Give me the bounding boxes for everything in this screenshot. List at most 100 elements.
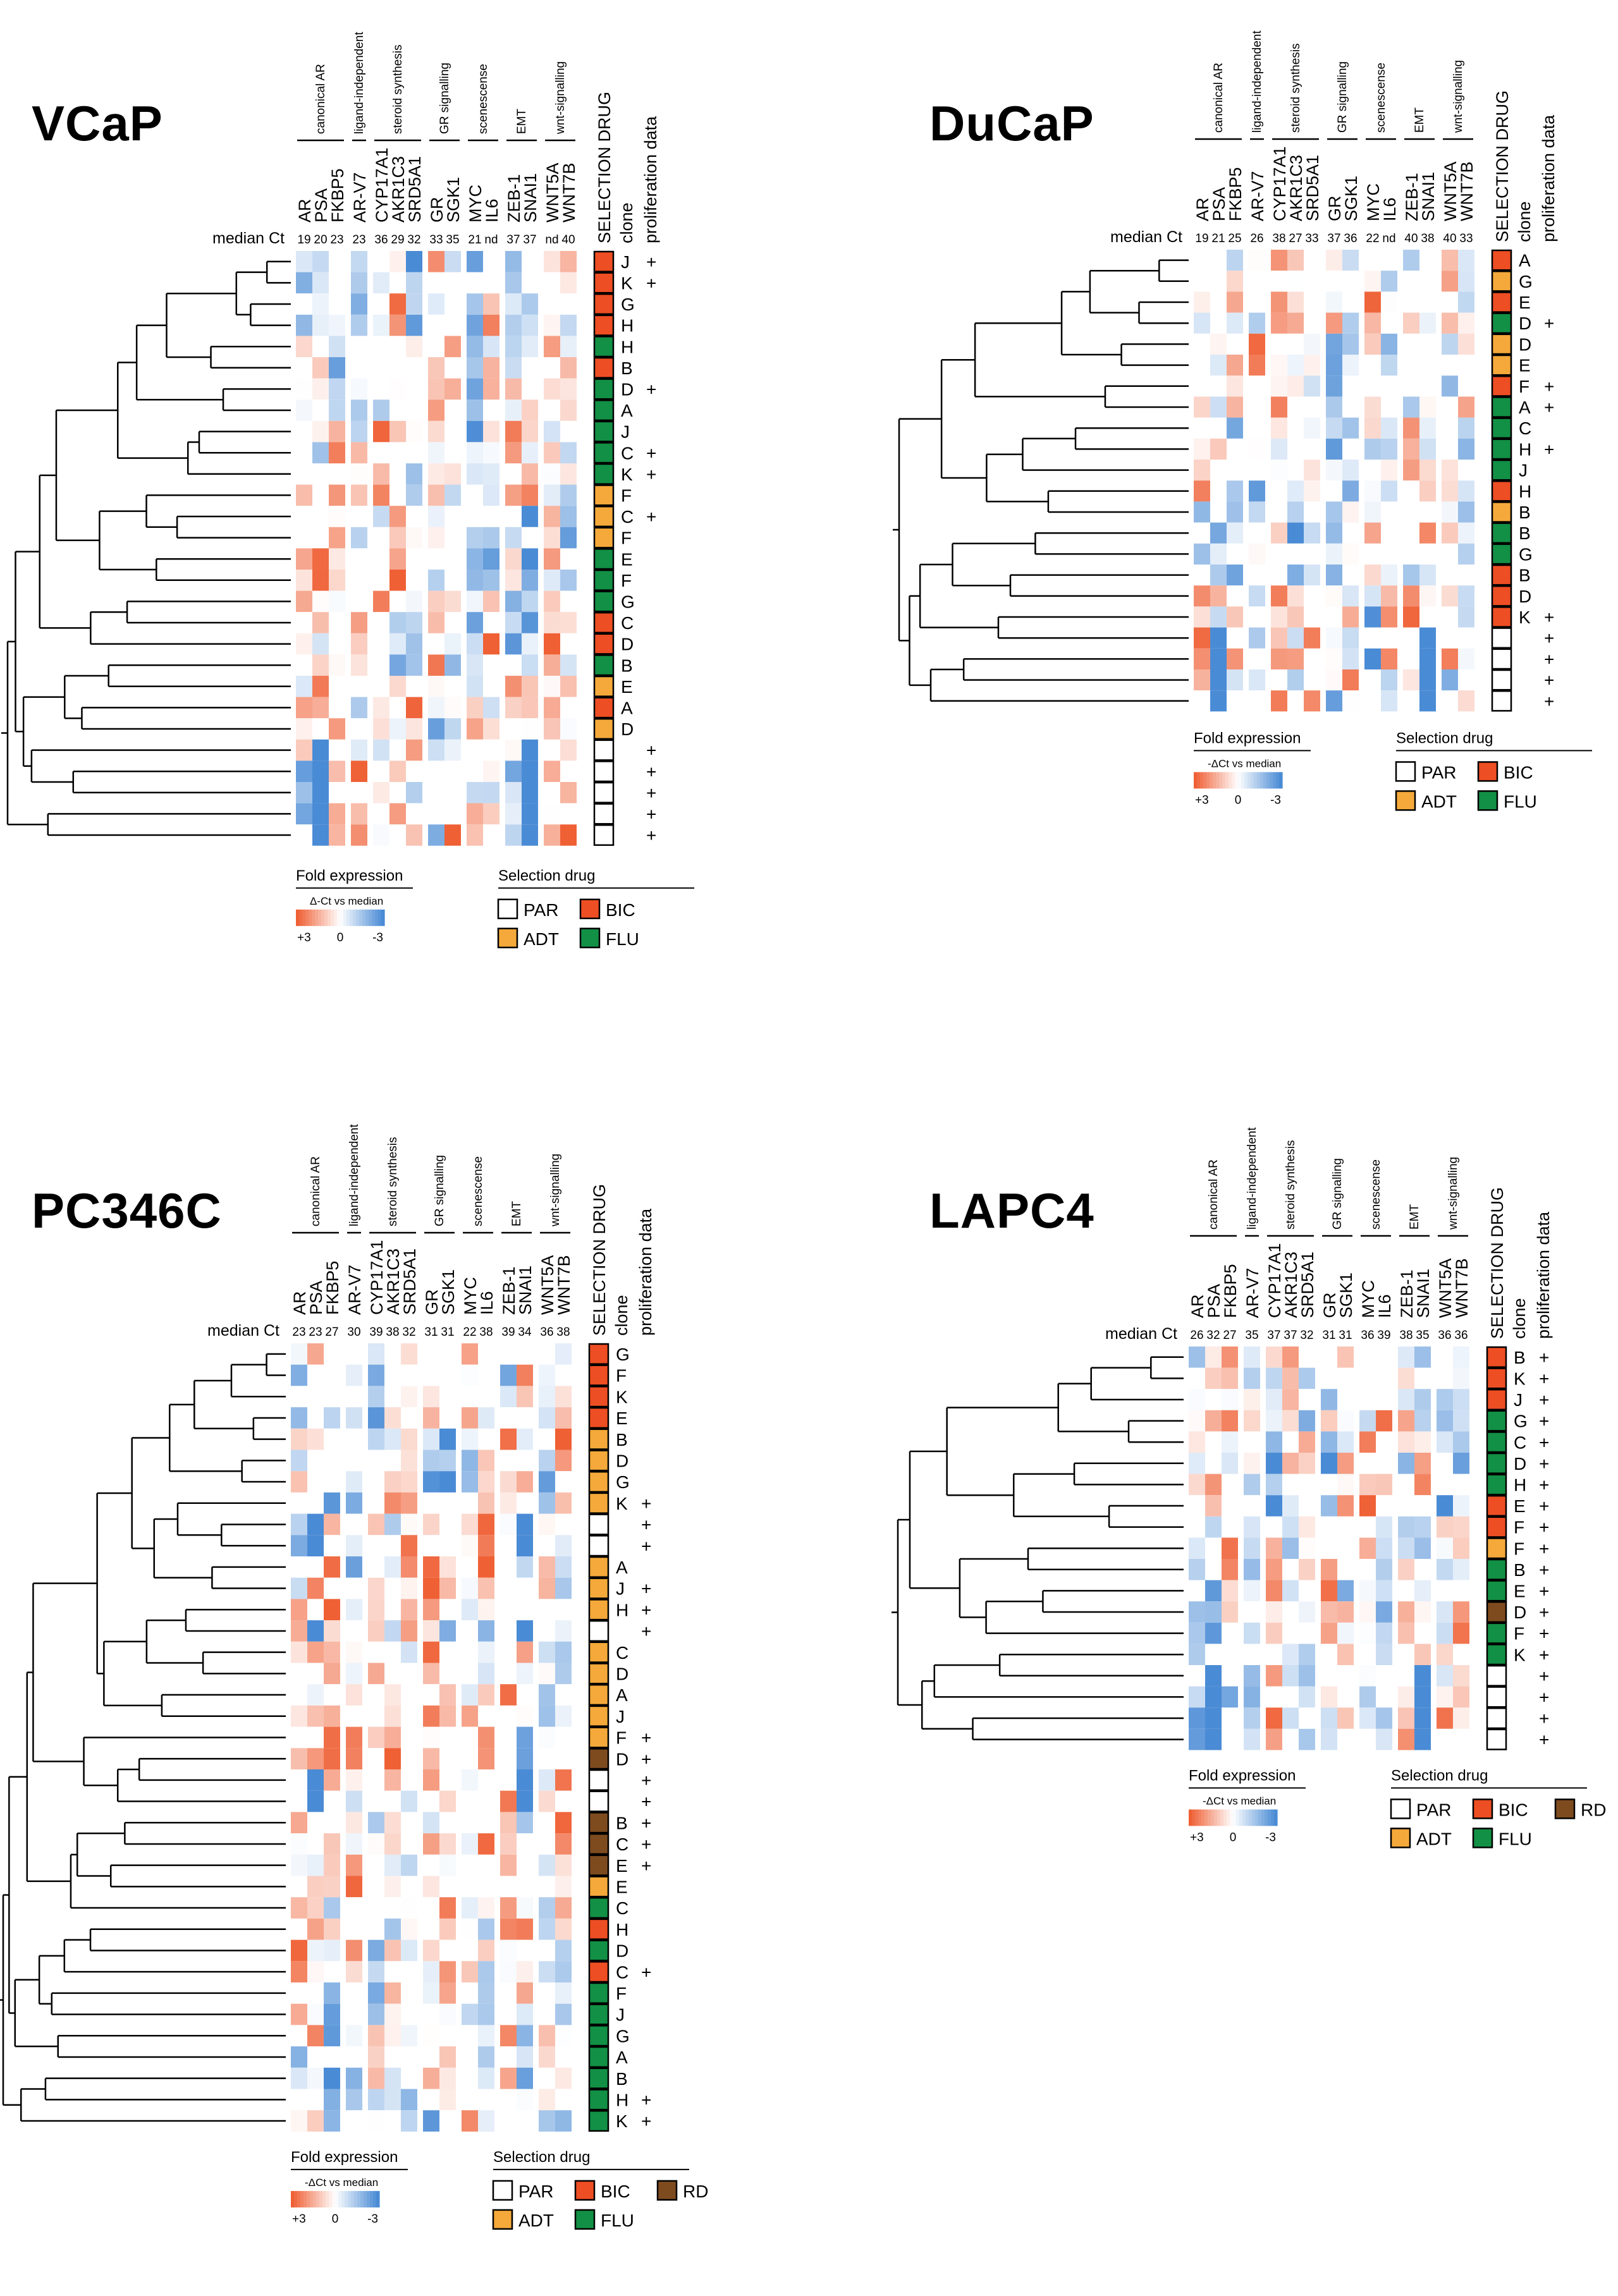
proliferation-mark: + (1539, 1432, 1549, 1452)
heatmap-cell (1359, 1346, 1376, 1368)
heatmap-cell (1458, 627, 1474, 649)
median-ct-value: 21 (1211, 232, 1225, 245)
heatmap-cell (1299, 1580, 1315, 1602)
heatmap-cell (1282, 1686, 1299, 1708)
heatmap-cell (296, 357, 312, 379)
heatmap-cell (406, 718, 422, 740)
heatmap-cell (312, 314, 329, 336)
heatmap-cell (522, 548, 538, 570)
heatmap-cell (1282, 1389, 1299, 1410)
heatmap-cell (1194, 543, 1210, 565)
heatmap-cell (1337, 1601, 1354, 1623)
heatmap-cell (1282, 1453, 1299, 1474)
heatmap-cell (544, 739, 560, 761)
heatmap-cell (296, 506, 312, 527)
heatmap-cell (522, 378, 538, 400)
heatmap-cell (1326, 396, 1342, 418)
heatmap-cell (1337, 1495, 1354, 1517)
heatmap-cell (296, 400, 312, 421)
heatmap-cell (555, 1513, 572, 1536)
legend-gradient-step (1270, 772, 1273, 789)
heatmap-cell (1442, 376, 1458, 397)
heatmap-cell (500, 1769, 517, 1791)
heatmap-cell (439, 1450, 456, 1472)
heatmap-cell (1210, 565, 1227, 586)
median-ct-value: 36 (1361, 1329, 1374, 1342)
legend-gradient-step (310, 2190, 314, 2207)
heatmap-cell (1414, 1707, 1431, 1729)
legend-gradient-step (1232, 772, 1235, 789)
heatmap-cell (439, 2025, 456, 2047)
legend-gradient-step (1194, 772, 1198, 789)
legend-gradient-step (1244, 772, 1248, 789)
heatmap-cell (1222, 1389, 1238, 1410)
heatmap-cell (346, 1705, 362, 1727)
heatmap-cell (346, 1513, 362, 1536)
heatmap-cell (522, 654, 538, 676)
heatmap-cell (1437, 1686, 1453, 1708)
selection-drug-cell (1486, 1601, 1507, 1623)
heatmap-cell (1321, 1665, 1337, 1687)
heatmap-cell (324, 2067, 340, 2089)
heatmap-cell (1287, 606, 1304, 628)
heatmap-cell (1205, 1644, 1222, 1665)
selection-drug-cell (588, 1939, 610, 1962)
heatmap-cell (1381, 543, 1397, 565)
heatmap-cell (462, 1939, 478, 1962)
heatmap-cell (368, 1386, 384, 1408)
heatmap-cell (1359, 1516, 1376, 1538)
heatmap-cell (329, 824, 345, 846)
heatmap-cell (324, 1641, 340, 1663)
heatmap-cell (539, 2046, 555, 2068)
heatmap-cell (539, 1535, 555, 1556)
selection-drug-cell (593, 378, 615, 400)
heatmap-cell (1337, 1665, 1354, 1687)
proliferation-header: proliferation data (1534, 1211, 1553, 1339)
heatmap-cell (329, 293, 345, 315)
heatmap-cell (517, 1748, 533, 1769)
heatmap-cell (1282, 1601, 1299, 1623)
heatmap-cell (467, 697, 483, 719)
heatmap-cell (483, 506, 499, 527)
heatmap-cell (307, 1471, 324, 1493)
heatmap-cell (296, 272, 312, 294)
proliferation-mark: + (646, 804, 656, 824)
heatmap-cell (1227, 690, 1243, 712)
heatmap-cell (467, 484, 483, 506)
heatmap-cell (539, 1705, 555, 1727)
heatmap-cell (1205, 1389, 1222, 1410)
heatmap-cell (1398, 1367, 1414, 1389)
heatmap-cell (1189, 1622, 1205, 1644)
heatmap-cell (389, 251, 406, 272)
heatmap-cell (346, 1535, 362, 1556)
heatmap-cell (291, 1705, 307, 1727)
heatmap-cell (384, 2003, 401, 2025)
heatmap-cell (517, 1428, 533, 1450)
heatmap-cell (401, 1386, 417, 1408)
heatmap-cell (428, 293, 444, 315)
legend-gradient-step (318, 909, 322, 926)
heatmap-cell (1414, 1495, 1431, 1517)
heatmap-cell (1437, 1389, 1453, 1410)
selection-drug-title: Selection drug (1396, 730, 1493, 747)
heatmap-cell (467, 527, 483, 549)
heatmap-cell (1299, 1665, 1315, 1687)
legend-label-flu: FLU (601, 2211, 634, 2230)
heatmap-cell (1342, 291, 1359, 313)
heatmap-cell (1337, 1707, 1354, 1729)
heatmap-lapc4: AR26PSA32FKBP527AR-V735CYP17A137AKR1C337… (892, 1127, 1606, 1848)
heatmap-cell (1381, 271, 1397, 292)
heatmap-cell (291, 2110, 307, 2132)
heatmap-cell (544, 824, 560, 846)
heatmap-cell (1321, 1644, 1337, 1665)
heatmap-cell (384, 1726, 401, 1749)
heatmap-cell (1287, 501, 1304, 523)
heatmap-cell (462, 1918, 478, 1940)
legend-gradient-step (1222, 772, 1226, 789)
heatmap-cell (1227, 606, 1243, 628)
heatmap-cell (1249, 417, 1265, 439)
heatmap-cell (1244, 1495, 1260, 1517)
heatmap-cell (1194, 565, 1210, 586)
heatmap-cell (1453, 1367, 1469, 1389)
heatmap-cell (478, 1343, 494, 1365)
